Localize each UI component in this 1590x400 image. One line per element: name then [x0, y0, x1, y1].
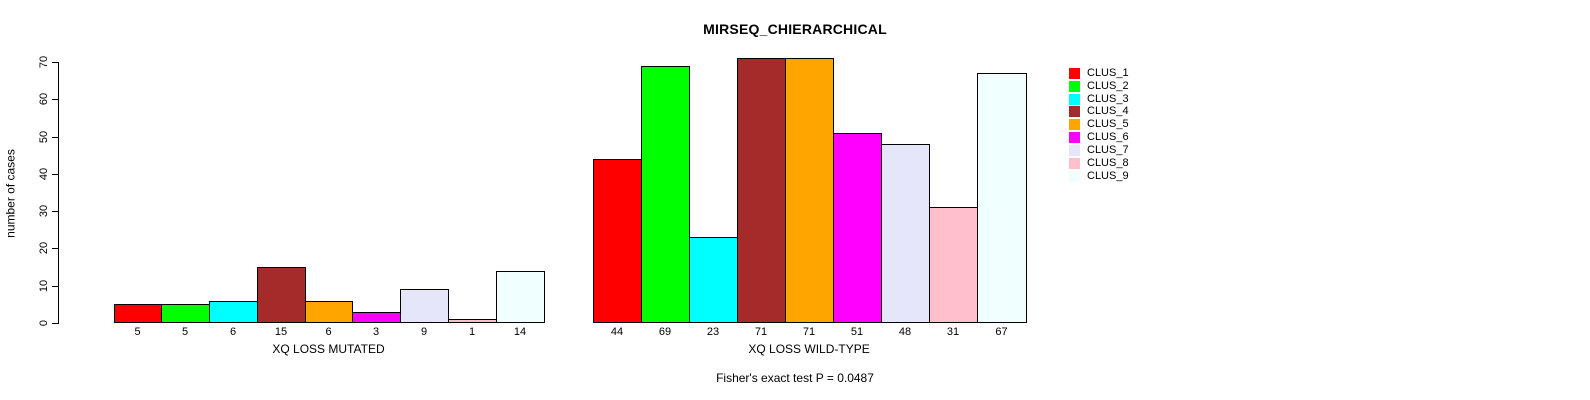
bar-value-label: 6: [229, 326, 237, 338]
bar-clus_8: [448, 319, 497, 323]
y-tick-label: 70: [38, 55, 50, 69]
bar-clus_3: [689, 237, 738, 323]
bar-value-label: 3: [372, 326, 380, 338]
legend-label: CLUS_8: [1087, 156, 1129, 169]
y-tick-mark: [52, 211, 58, 212]
y-tick-mark: [52, 62, 58, 63]
y-tick-label: 10: [38, 279, 50, 293]
y-tick-label: 20: [38, 241, 50, 255]
bar-clus_5: [305, 301, 353, 323]
y-tick-mark: [52, 248, 58, 249]
y-tick-mark: [52, 323, 58, 324]
bar-clus_4: [737, 58, 786, 323]
chart-title: MIRSEQ_CHIERARCHICAL: [703, 21, 887, 37]
legend-label: CLUS_2: [1087, 79, 1129, 92]
legend-label: CLUS_5: [1087, 118, 1129, 131]
legend-swatch: [1069, 106, 1080, 118]
bar-value-label: 5: [134, 326, 141, 338]
legend-item-clus_4: CLUS_4: [1069, 106, 1129, 119]
legend-swatch: [1069, 157, 1080, 169]
legend-swatch: [1069, 132, 1080, 144]
legend-item-clus_1: CLUS_1: [1069, 67, 1129, 80]
bar-clus_5: [785, 58, 834, 323]
legend-swatch: [1069, 93, 1080, 105]
bar-clus_1: [593, 159, 642, 323]
bar-clus_9: [977, 73, 1027, 323]
bar-clus_4: [257, 267, 306, 323]
bar-clus_3: [209, 301, 258, 323]
bar-clus_7: [881, 144, 930, 323]
bar-value-label: 71: [754, 326, 768, 338]
legend-swatch: [1069, 170, 1080, 182]
y-tick-mark: [52, 99, 58, 100]
bar-clus_6: [352, 312, 401, 323]
bar-value-label: 6: [325, 326, 332, 338]
bar-value-label: 51: [850, 326, 864, 338]
bar-clus_1: [114, 304, 162, 323]
bar-value-label: 1: [468, 326, 476, 338]
bar-value-label: 14: [513, 326, 527, 338]
legend: CLUS_1 CLUS_2 CLUS_3 CLUS_4 CLUS_5 CLUS_6 CLUS…: [1069, 67, 1129, 183]
bar-clus_2: [641, 66, 690, 323]
bar-clus_8: [929, 207, 978, 323]
legend-label: CLUS_4: [1087, 105, 1129, 118]
bar-clus_2: [161, 304, 210, 323]
legend-label: CLUS_9: [1087, 169, 1129, 182]
bar-value-label: 9: [420, 326, 428, 338]
y-tick-label: 40: [38, 167, 50, 181]
y-tick-mark: [52, 174, 58, 175]
bar-value-label: 31: [946, 326, 960, 338]
y-tick-label: 60: [38, 92, 50, 106]
bar-value-label: 23: [706, 326, 720, 338]
y-axis-label: number of cases: [3, 149, 18, 238]
bar-value-label: 5: [181, 326, 189, 338]
y-tick-mark: [52, 286, 58, 287]
legend-item-clus_7: CLUS_7: [1069, 144, 1129, 157]
bar-value-label: 15: [274, 326, 288, 338]
legend-item-clus_5: CLUS_5: [1069, 118, 1129, 131]
legend-item-clus_3: CLUS_3: [1069, 93, 1129, 106]
y-tick-label: 50: [38, 130, 50, 144]
y-axis-line: [58, 62, 59, 324]
legend-label: CLUS_1: [1087, 66, 1129, 79]
bar-clus_6: [833, 133, 882, 323]
bar-value-label: 48: [898, 326, 912, 338]
fisher-test-annotation: Fisher's exact test P = 0.0487: [716, 371, 874, 385]
y-tick-label: 30: [38, 204, 50, 218]
legend-item-clus_9: CLUS_9: [1069, 170, 1129, 183]
y-tick-mark: [52, 137, 58, 138]
bar-value-label: 69: [658, 326, 672, 338]
bar-value-label: 67: [995, 326, 1008, 338]
bar-clus_9: [496, 271, 545, 323]
legend-swatch: [1069, 80, 1080, 92]
legend-label: CLUS_7: [1087, 143, 1129, 156]
legend-item-clus_2: CLUS_2: [1069, 80, 1129, 93]
legend-item-clus_8: CLUS_8: [1069, 157, 1129, 170]
legend-label: CLUS_6: [1087, 131, 1129, 144]
bar-clus_7: [400, 289, 449, 323]
legend-label: CLUS_3: [1087, 92, 1129, 105]
bar-value-label: 44: [610, 326, 624, 338]
legend-item-clus_6: CLUS_6: [1069, 131, 1129, 144]
x-axis-group-label: XQ LOSS WILD-TYPE: [748, 342, 870, 356]
y-tick-label: 0: [38, 319, 50, 327]
legend-swatch: [1069, 144, 1080, 156]
legend-swatch: [1069, 119, 1080, 131]
bar-value-label: 71: [802, 326, 816, 338]
legend-swatch: [1069, 67, 1080, 79]
x-axis-group-label: XQ LOSS MUTATED: [272, 342, 385, 356]
